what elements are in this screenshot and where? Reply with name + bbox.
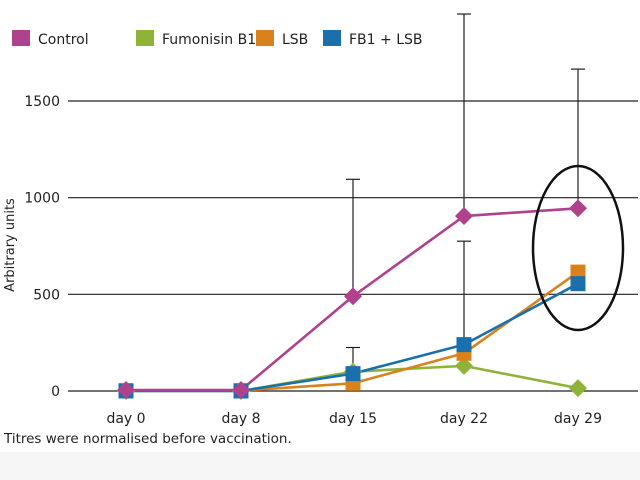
data-point [570,276,586,292]
y-axis-title: Arbitrary units [3,198,18,292]
data-point [456,337,472,353]
y-tick-label: 500 [33,287,60,303]
legend-swatch [12,30,30,46]
x-tick-label: day 0 [106,411,145,427]
data-point [117,381,135,400]
legend: Control Fumonisin B1 LSB FB1 + LSB [12,30,423,48]
legend-swatch [256,30,274,46]
legend-label: Control [38,32,89,48]
legend-swatch [136,30,154,46]
legend-label: FB1 + LSB [349,32,423,48]
y-tick-label: 1000 [24,191,60,207]
data-point [344,287,362,306]
y-tick-labels: 0 500 1000 1500 [24,94,60,400]
y-tick-label: 0 [51,384,60,400]
legend-label: LSB [282,32,308,48]
data-point [570,264,586,280]
highlight-ellipse [531,164,625,332]
data-point [455,356,473,375]
error-bars [346,13,585,372]
bottom-band [0,452,640,480]
x-tick-label: day 15 [329,411,377,427]
legend-swatch [323,30,341,46]
data-point [345,366,361,382]
y-tick-label: 1500 [24,94,60,110]
data-point [455,207,473,226]
data-point [232,381,250,400]
footnote: Titres were normalised before vaccinatio… [4,431,292,447]
data-point [569,379,587,398]
data-point [569,199,587,218]
series-markers [117,199,587,400]
x-tick-label: day 22 [440,411,488,427]
legend-label: Fumonisin B1 [162,32,256,48]
x-tick-labels: day 0 day 8 day 15 day 22 day 29 [106,411,602,427]
line-chart: 0 500 1000 1500 day 0 day 8 day 15 day 22 day 2… [3,13,638,427]
x-tick-label: day 29 [554,411,602,427]
x-tick-label: day 8 [221,411,260,427]
